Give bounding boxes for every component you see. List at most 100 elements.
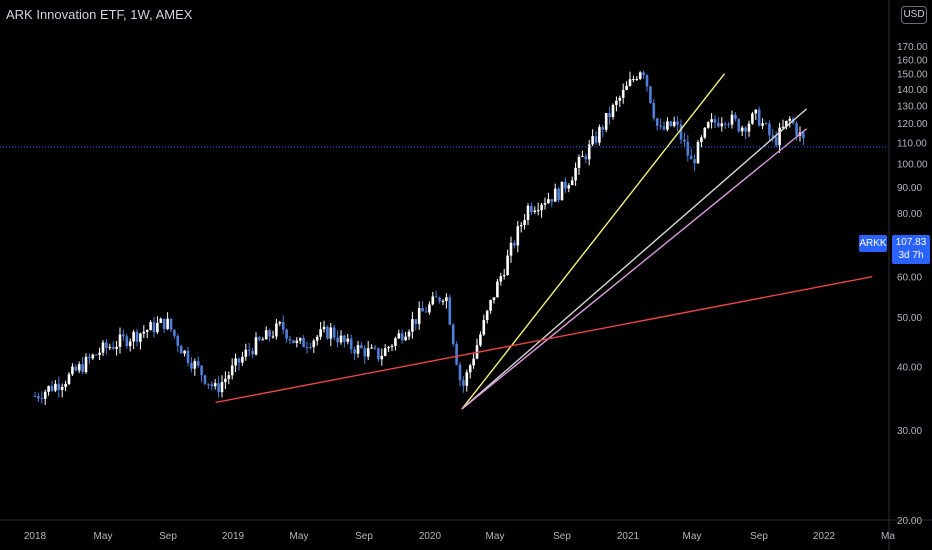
candle-body [407, 331, 411, 337]
candle [689, 148, 693, 160]
candle-body [397, 333, 401, 339]
candle [533, 206, 537, 214]
candle-body [764, 123, 768, 125]
candle-body [281, 322, 285, 330]
candle-body [132, 331, 135, 342]
last-price-value: 107.83 [895, 237, 927, 248]
candle [67, 372, 71, 386]
time-tick-label: 2019 [222, 531, 245, 542]
time-tick-label: Ma [881, 531, 895, 542]
candle [295, 337, 299, 348]
candle-body [207, 383, 210, 385]
candle [499, 272, 503, 286]
candle [448, 294, 452, 326]
candle [465, 369, 469, 392]
candle [162, 318, 166, 334]
candle-body [523, 220, 526, 226]
candle-body [179, 345, 183, 354]
candle [519, 222, 523, 233]
candle [145, 329, 149, 339]
candle [557, 187, 560, 203]
time-axis[interactable]: 2018 May Sep 2019 May Sep 2020 May Sep 2021 May Sep… [24, 531, 896, 542]
candle [485, 309, 489, 324]
candle [363, 345, 367, 364]
candle [336, 330, 339, 348]
candle [387, 345, 390, 353]
candle-body [740, 127, 744, 132]
candle [594, 130, 598, 145]
candle [217, 376, 220, 398]
candle [332, 324, 336, 341]
candle-body [666, 121, 669, 130]
candle [649, 85, 652, 105]
candle-body [50, 386, 54, 391]
candle-body [105, 342, 108, 348]
candle [723, 121, 727, 130]
candle [88, 353, 91, 365]
candle [598, 124, 601, 146]
candle [730, 110, 734, 129]
time-tick-label: May [290, 531, 309, 542]
candle-body [111, 347, 115, 349]
candle [706, 121, 710, 129]
candle-body [176, 335, 180, 346]
candle [128, 338, 132, 352]
candle [587, 139, 591, 166]
candle [139, 332, 142, 350]
candle-body [200, 365, 203, 376]
candle-body [489, 300, 492, 311]
candle-body [492, 297, 496, 301]
candle-body [587, 144, 591, 160]
candle-body [315, 336, 319, 341]
candle [570, 176, 574, 186]
candle-body [615, 100, 618, 105]
candle-body [632, 78, 635, 80]
currency-button[interactable]: USD [901, 6, 927, 24]
candle [543, 197, 547, 210]
candle [635, 76, 639, 81]
candle-body [91, 354, 95, 359]
candle-body [421, 308, 424, 312]
candle [781, 119, 785, 130]
candle-body [414, 319, 418, 324]
candle [703, 127, 707, 140]
candle-body [757, 109, 761, 126]
trendline-red [215, 275, 873, 404]
candle [285, 328, 288, 343]
candle-body [43, 391, 47, 399]
candle-body [169, 318, 173, 330]
candle-body [196, 361, 200, 366]
candle [60, 383, 64, 398]
candle [720, 117, 724, 132]
candle-body [659, 125, 662, 127]
candle [322, 320, 326, 333]
candle [526, 203, 530, 226]
candle [298, 337, 302, 344]
candle [778, 122, 781, 153]
candle-body [60, 386, 64, 390]
candle-body [275, 323, 278, 337]
candle-body [761, 123, 764, 126]
price-tick-label: 20.00 [897, 516, 922, 527]
candle-body [227, 375, 231, 379]
price-tick-label: 60.00 [897, 273, 922, 284]
candle [713, 115, 717, 128]
candle-body [373, 347, 377, 349]
candle [655, 117, 659, 131]
candle-body [363, 348, 367, 357]
candle [373, 344, 377, 351]
candle-body [516, 226, 520, 246]
candle-body [553, 188, 557, 202]
candle-body [774, 136, 778, 146]
candle-body [458, 364, 462, 381]
candle [366, 341, 370, 361]
candle-body [98, 352, 101, 355]
candle [105, 339, 108, 355]
candle-body [54, 383, 57, 391]
candle [302, 335, 305, 348]
candle [305, 341, 309, 354]
candle-body [173, 329, 176, 336]
candle [390, 344, 394, 352]
candle-body [142, 331, 146, 334]
